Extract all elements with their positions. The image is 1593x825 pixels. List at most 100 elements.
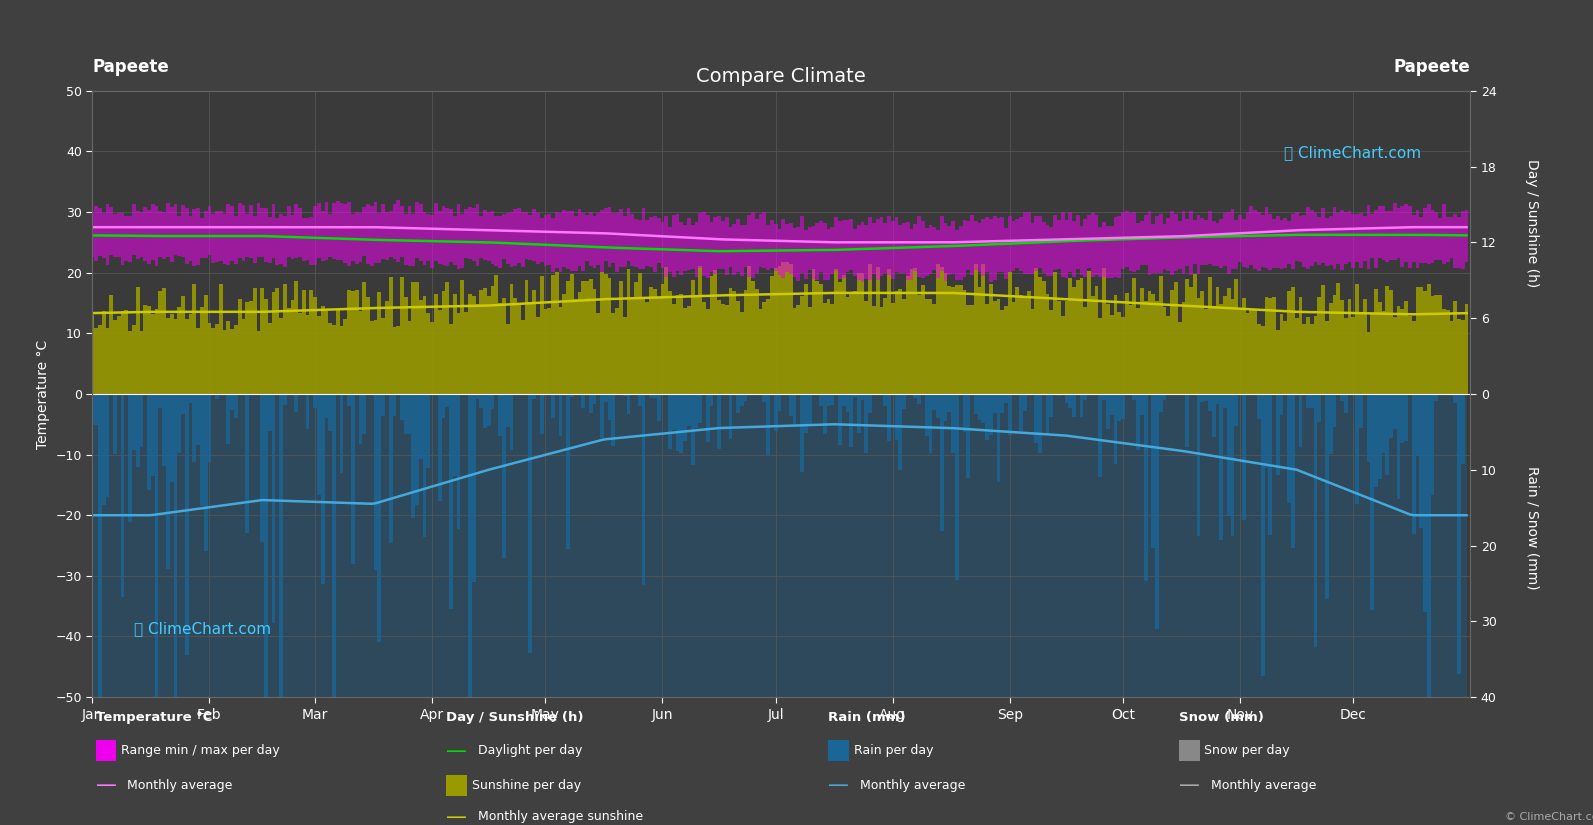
Bar bbox=[1370, 394, 1375, 610]
Bar bbox=[1042, 280, 1045, 394]
Bar bbox=[570, 394, 573, 397]
Bar bbox=[1147, 291, 1152, 394]
Bar bbox=[151, 394, 155, 475]
Bar bbox=[656, 219, 661, 262]
Bar bbox=[1020, 394, 1023, 431]
Bar bbox=[562, 210, 566, 266]
Bar bbox=[339, 326, 344, 394]
Bar bbox=[276, 218, 279, 265]
Bar bbox=[102, 311, 105, 394]
Bar bbox=[1265, 207, 1268, 267]
Bar bbox=[212, 214, 215, 262]
Bar bbox=[513, 209, 518, 266]
Bar bbox=[744, 394, 747, 401]
Bar bbox=[1405, 394, 1408, 441]
Bar bbox=[631, 299, 634, 394]
Bar bbox=[113, 320, 116, 394]
Bar bbox=[378, 213, 381, 263]
Bar bbox=[868, 264, 871, 394]
Bar bbox=[706, 394, 709, 441]
Bar bbox=[846, 220, 849, 272]
Bar bbox=[1344, 394, 1348, 412]
Bar bbox=[185, 394, 188, 655]
Bar bbox=[1423, 394, 1427, 612]
Bar bbox=[1201, 218, 1204, 266]
Bar bbox=[204, 211, 207, 257]
Bar bbox=[1117, 394, 1121, 422]
Bar bbox=[1273, 297, 1276, 394]
Bar bbox=[1053, 215, 1058, 270]
Bar bbox=[529, 394, 532, 653]
Bar bbox=[835, 218, 838, 271]
Bar bbox=[1243, 394, 1246, 520]
Bar bbox=[929, 299, 932, 394]
Bar bbox=[1378, 303, 1381, 394]
Bar bbox=[540, 394, 543, 434]
Bar bbox=[967, 394, 970, 478]
Bar bbox=[502, 214, 507, 259]
Bar bbox=[962, 290, 967, 394]
Bar bbox=[290, 300, 295, 394]
Bar bbox=[631, 214, 634, 266]
Bar bbox=[1136, 224, 1141, 270]
Bar bbox=[1219, 394, 1223, 540]
Bar bbox=[989, 394, 992, 435]
Bar bbox=[1034, 394, 1039, 443]
Bar bbox=[1458, 217, 1461, 268]
Bar bbox=[237, 299, 242, 394]
Bar bbox=[350, 394, 355, 564]
Bar bbox=[1416, 210, 1419, 267]
Bar bbox=[468, 294, 472, 394]
Bar bbox=[706, 215, 709, 278]
Bar bbox=[808, 307, 811, 394]
Bar bbox=[249, 301, 253, 394]
Bar bbox=[476, 304, 479, 394]
Bar bbox=[830, 227, 835, 275]
Bar bbox=[559, 213, 562, 272]
Bar bbox=[698, 213, 703, 267]
Bar bbox=[1141, 288, 1144, 394]
Bar bbox=[1177, 323, 1182, 394]
Bar bbox=[510, 211, 513, 267]
Bar bbox=[124, 309, 129, 394]
Bar bbox=[231, 394, 234, 410]
Bar bbox=[231, 206, 234, 261]
Bar bbox=[1136, 309, 1141, 394]
Bar bbox=[1012, 220, 1015, 271]
Bar bbox=[626, 209, 631, 262]
Bar bbox=[105, 394, 110, 497]
Bar bbox=[1015, 287, 1020, 394]
Bar bbox=[932, 394, 937, 410]
Bar bbox=[824, 394, 827, 434]
Bar bbox=[328, 323, 331, 394]
Bar bbox=[1064, 301, 1069, 394]
Bar bbox=[1000, 394, 1004, 413]
Bar bbox=[249, 205, 253, 258]
Bar bbox=[1356, 394, 1359, 504]
Bar bbox=[581, 213, 585, 271]
Bar bbox=[295, 281, 298, 394]
Bar bbox=[532, 290, 535, 394]
Bar bbox=[268, 394, 272, 431]
Bar bbox=[94, 206, 99, 262]
Bar bbox=[789, 223, 793, 274]
Bar bbox=[819, 394, 824, 406]
Bar bbox=[755, 219, 758, 273]
Text: Monthly average: Monthly average bbox=[127, 779, 233, 792]
Bar bbox=[487, 212, 491, 261]
Bar bbox=[1219, 219, 1223, 268]
Bar bbox=[929, 225, 932, 274]
Bar bbox=[94, 328, 99, 394]
Bar bbox=[284, 394, 287, 405]
Bar bbox=[804, 284, 808, 394]
Bar bbox=[838, 282, 841, 394]
Bar bbox=[578, 210, 581, 266]
Bar bbox=[755, 290, 758, 394]
Bar bbox=[422, 394, 427, 537]
Bar bbox=[268, 217, 272, 263]
Bar bbox=[1298, 216, 1303, 262]
Bar bbox=[237, 203, 242, 258]
Bar bbox=[661, 284, 664, 394]
Bar bbox=[650, 287, 653, 394]
Bar bbox=[890, 394, 895, 395]
